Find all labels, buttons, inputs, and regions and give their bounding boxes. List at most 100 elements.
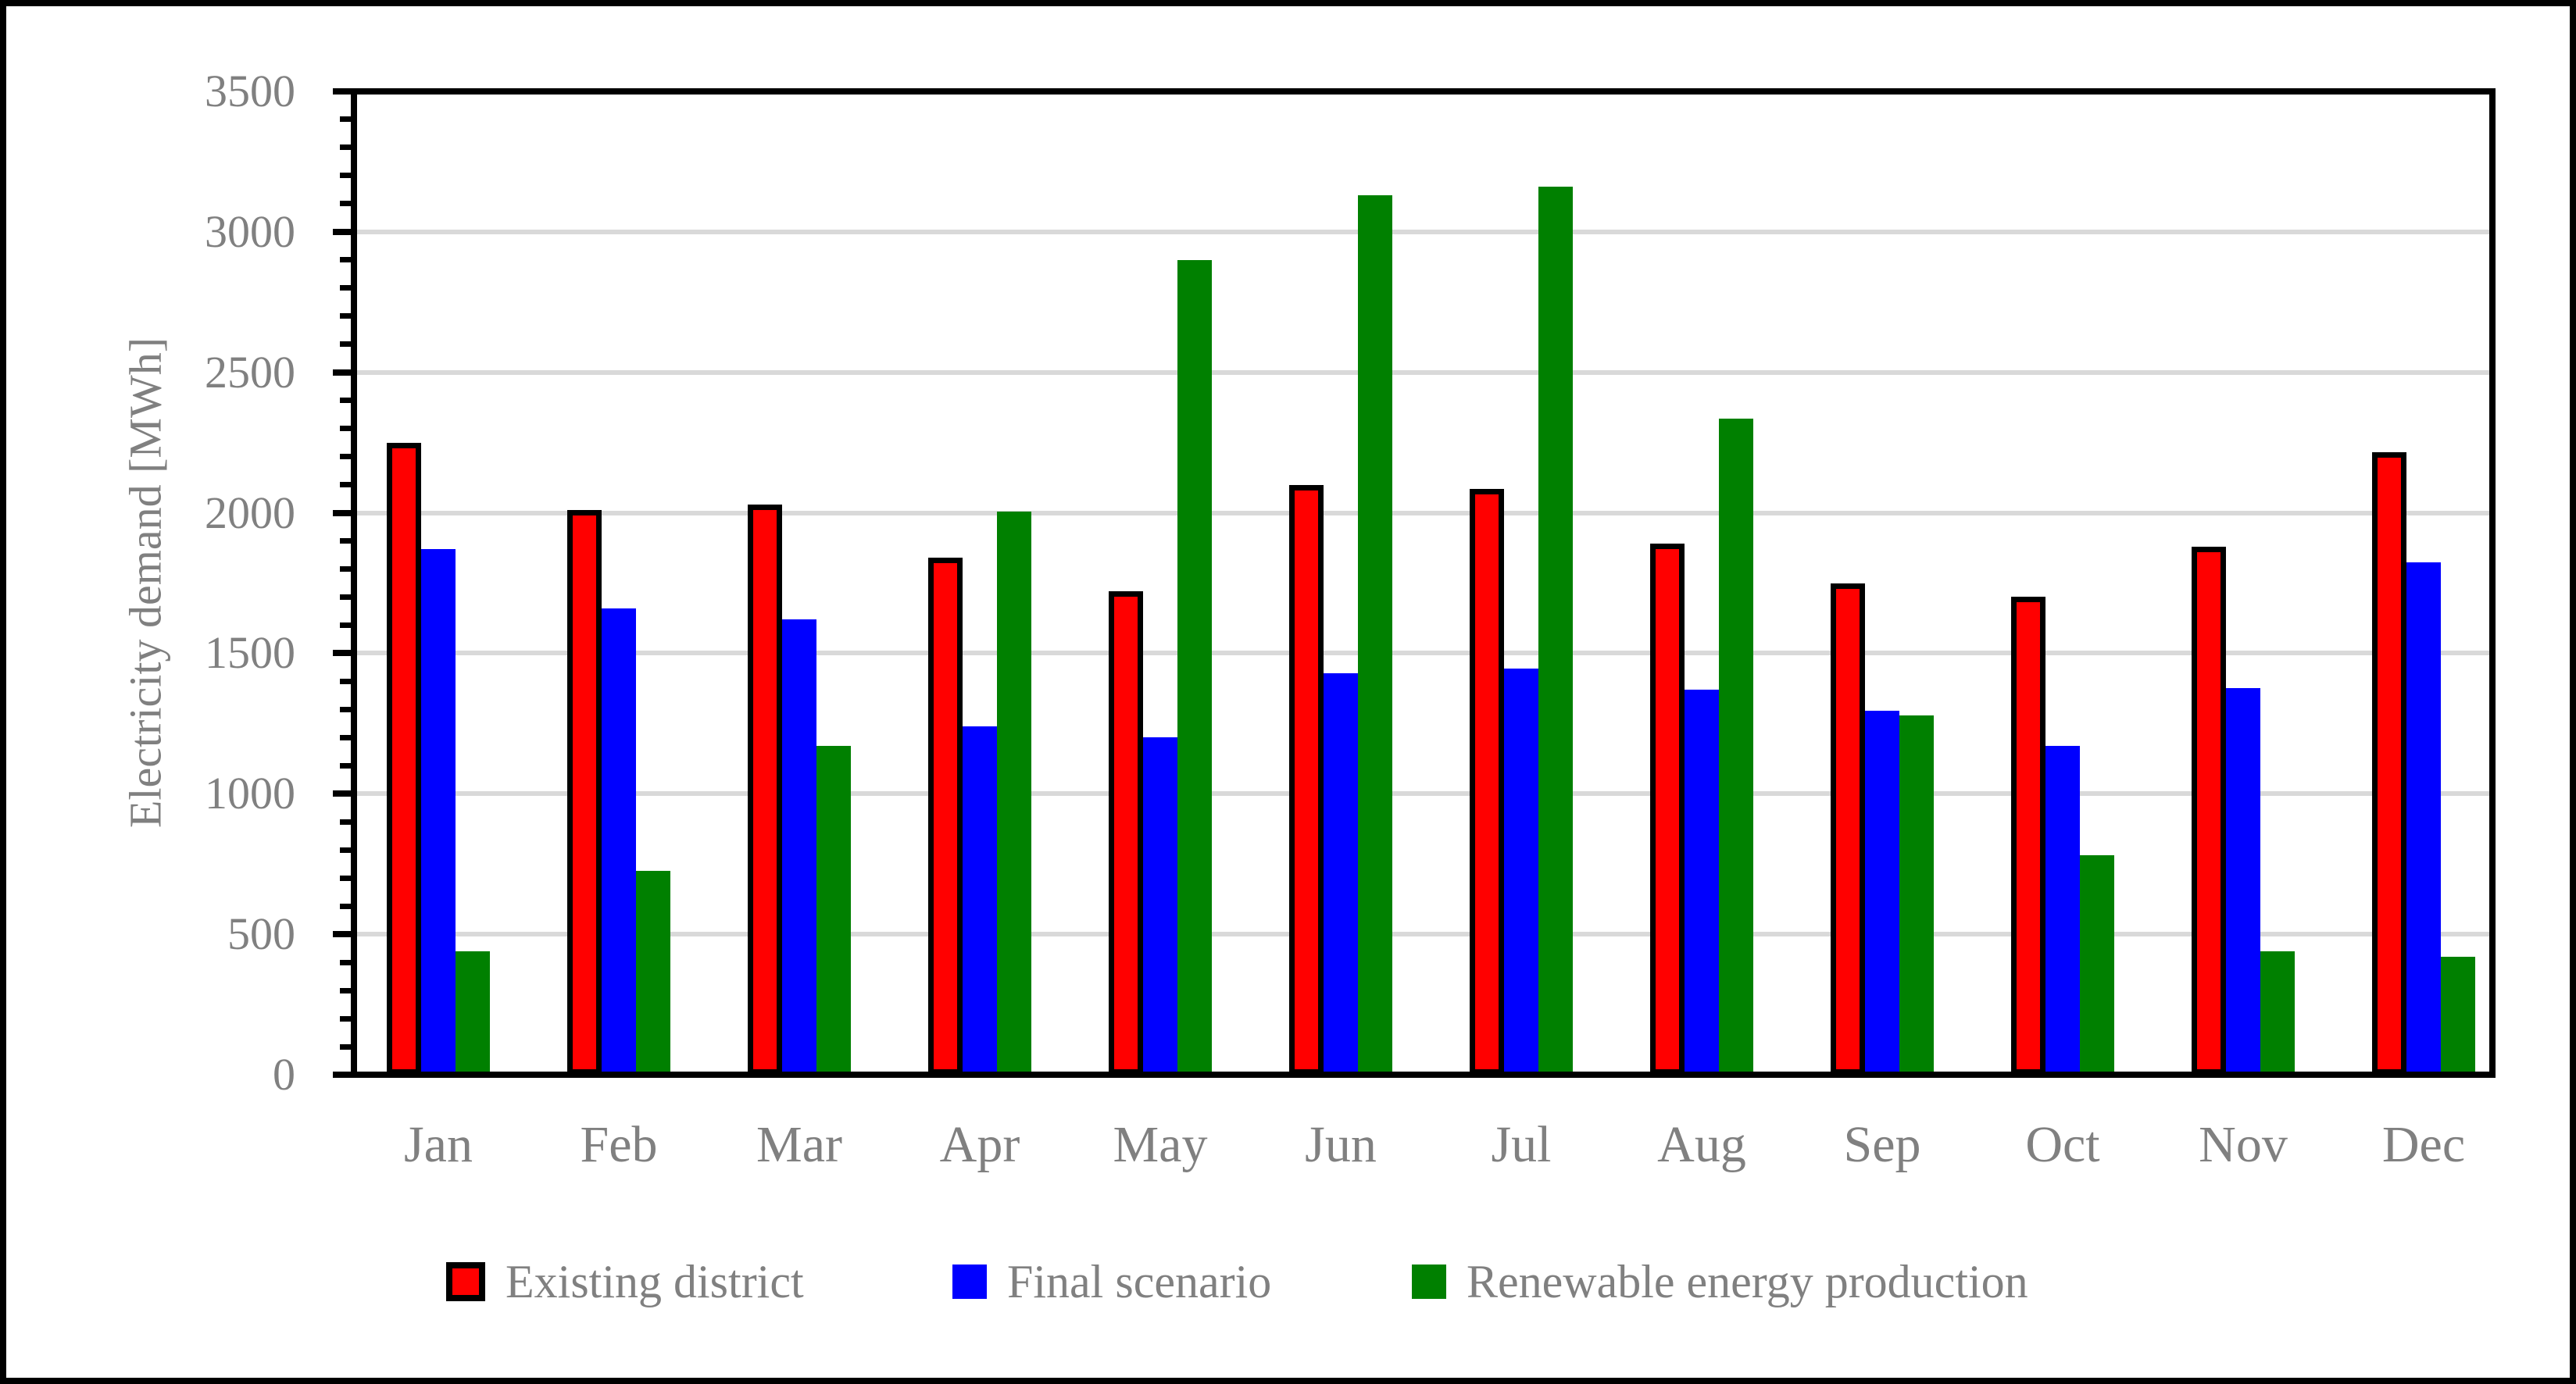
x-tick-label-jan: Jan	[404, 1116, 473, 1173]
y-minor-tick	[340, 959, 351, 965]
y-tick-label-500: 500	[227, 908, 295, 960]
legend-item-existing-district: Existing district	[446, 1253, 804, 1311]
y-major-tick	[333, 228, 351, 235]
x-tick-label-apr: Apr	[939, 1116, 1020, 1173]
y-minor-tick	[340, 1015, 351, 1022]
bar-existing-district-feb	[567, 509, 602, 1075]
y-minor-tick	[340, 341, 351, 348]
bar-renewable-energy-production-oct	[2080, 855, 2114, 1075]
bar-existing-district-sep	[1831, 583, 1865, 1075]
bar-existing-district-may	[1109, 591, 1143, 1075]
y-major-tick	[333, 1072, 351, 1078]
y-axis-title: Electricity demand [MWh]	[120, 337, 171, 829]
legend: Existing district Final scenario Renewab…	[6, 1253, 2570, 1311]
gridline	[357, 510, 2489, 515]
bar-final-scenario-mar	[782, 619, 816, 1075]
bar-final-scenario-nov	[2226, 688, 2260, 1075]
bar-renewable-energy-production-aug	[1719, 419, 1753, 1075]
bar-final-scenario-jan	[421, 549, 456, 1075]
legend-item-final-scenario: Final scenario	[952, 1253, 1271, 1311]
bar-renewable-energy-production-mar	[816, 746, 851, 1075]
bar-final-scenario-apr	[963, 726, 997, 1075]
y-minor-tick	[340, 847, 351, 853]
y-minor-tick	[340, 454, 351, 460]
y-minor-tick	[340, 987, 351, 993]
y-major-tick	[333, 509, 351, 516]
y-tick-label-0: 0	[273, 1049, 295, 1100]
y-major-tick	[333, 790, 351, 797]
y-minor-tick	[340, 257, 351, 263]
bar-final-scenario-may	[1143, 737, 1177, 1075]
y-tick-label-2000: 2000	[205, 487, 295, 538]
y-minor-tick	[340, 201, 351, 207]
bar-renewable-energy-production-apr	[997, 511, 1031, 1075]
x-tick-label-may: May	[1113, 1116, 1208, 1173]
y-tick-label-1000: 1000	[205, 768, 295, 819]
y-minor-tick	[340, 762, 351, 769]
y-minor-tick	[340, 426, 351, 432]
legend-swatch-final-scenario	[952, 1265, 987, 1299]
bar-existing-district-apr	[928, 558, 963, 1075]
bar-existing-district-mar	[748, 504, 782, 1075]
legend-label-existing-district: Existing district	[506, 1256, 804, 1307]
gridline	[357, 651, 2489, 656]
y-minor-tick	[340, 594, 351, 600]
legend-item-renewable-energy-production: Renewable energy production	[1412, 1253, 2028, 1311]
bar-renewable-energy-production-jul	[1538, 187, 1573, 1075]
y-tick-label-3000: 3000	[205, 205, 295, 257]
bar-renewable-energy-production-nov	[2260, 951, 2295, 1075]
bar-existing-district-nov	[2192, 546, 2226, 1075]
x-tick-label-aug: Aug	[1657, 1116, 1746, 1173]
bar-final-scenario-feb	[602, 608, 636, 1075]
y-minor-tick	[340, 734, 351, 740]
gridline	[357, 932, 2489, 937]
y-major-tick	[333, 931, 351, 938]
bar-renewable-energy-production-may	[1177, 259, 1212, 1075]
x-axis-line	[351, 1072, 2496, 1078]
gridline	[357, 369, 2489, 375]
bar-existing-district-jul	[1470, 488, 1504, 1075]
y-minor-tick	[340, 678, 351, 684]
bar-renewable-energy-production-jun	[1358, 195, 1392, 1075]
bar-final-scenario-sep	[1865, 711, 1899, 1075]
y-minor-tick	[340, 566, 351, 572]
y-minor-tick	[340, 706, 351, 712]
y-major-tick	[333, 650, 351, 657]
x-tick-label-jun: Jun	[1305, 1116, 1377, 1173]
gridline	[357, 229, 2489, 234]
y-minor-tick	[340, 622, 351, 628]
bar-renewable-energy-production-dec	[2441, 956, 2475, 1075]
bar-existing-district-oct	[2011, 597, 2045, 1075]
bar-final-scenario-jun	[1324, 672, 1358, 1075]
y-minor-tick	[340, 875, 351, 881]
x-tick-label-feb: Feb	[580, 1116, 658, 1173]
y-minor-tick	[340, 903, 351, 909]
bar-existing-district-jun	[1289, 484, 1324, 1075]
x-tick-label-sep: Sep	[1843, 1116, 1921, 1173]
y-minor-tick	[340, 285, 351, 291]
bar-existing-district-dec	[2372, 452, 2406, 1075]
y-minor-tick	[340, 313, 351, 319]
y-tick-label-2500: 2500	[205, 346, 295, 398]
y-minor-tick	[340, 482, 351, 488]
plot-frame-right	[2489, 88, 2496, 1078]
y-major-tick	[333, 369, 351, 376]
bar-final-scenario-dec	[2406, 562, 2441, 1075]
y-minor-tick	[340, 173, 351, 179]
plot-area: 0 500 1000 1500 2000 2500 3000 3500 Jan Feb Mar Apr…	[6, 6, 2570, 1378]
legend-label-final-scenario: Final scenario	[1007, 1256, 1272, 1307]
x-tick-label-oct: Oct	[2025, 1116, 2100, 1173]
bar-renewable-energy-production-sep	[1899, 715, 1934, 1075]
plot-frame-top	[351, 88, 2496, 95]
x-tick-label-jul: Jul	[1491, 1116, 1552, 1173]
bar-final-scenario-aug	[1685, 690, 1719, 1075]
y-minor-tick	[340, 144, 351, 151]
y-minor-tick	[340, 116, 351, 123]
y-axis-line	[351, 88, 357, 1078]
y-minor-tick	[340, 819, 351, 825]
bar-final-scenario-oct	[2045, 746, 2080, 1075]
legend-label-renewable-energy-production: Renewable energy production	[1467, 1256, 2028, 1307]
bar-existing-district-jan	[387, 442, 421, 1075]
y-minor-tick	[340, 538, 351, 544]
